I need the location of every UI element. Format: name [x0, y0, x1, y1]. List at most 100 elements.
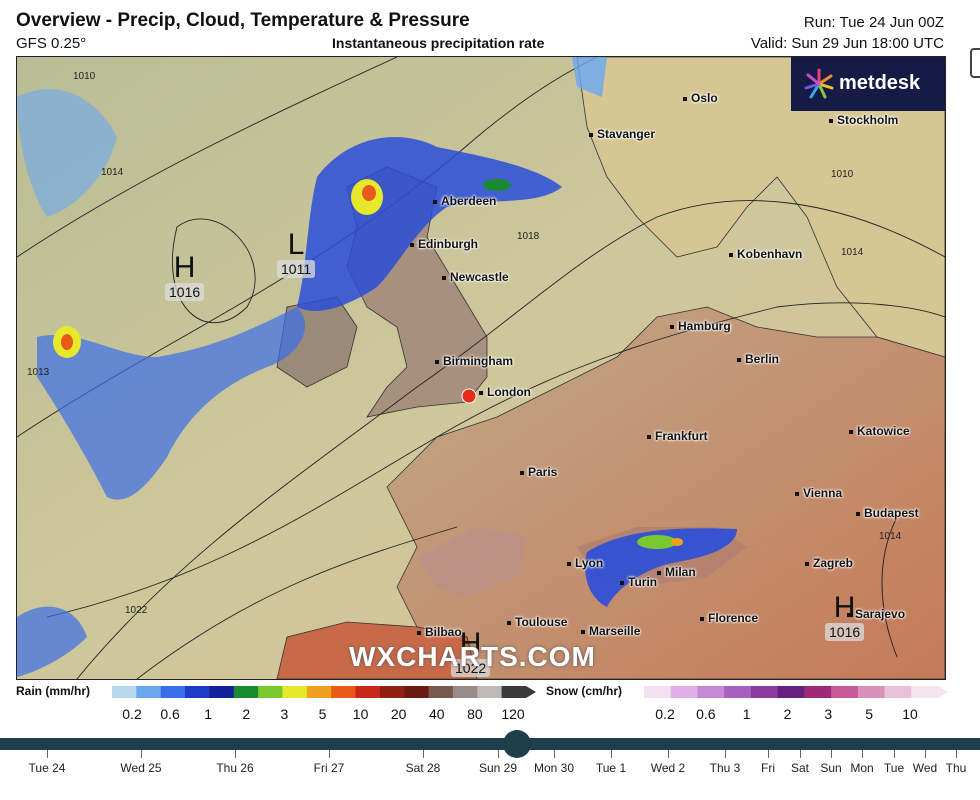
legend-tick-label: 0.2 — [122, 706, 142, 722]
timeline-day-label[interactable]: Fri 27 — [313, 761, 345, 775]
watermark: WXCHARTS.COM — [349, 641, 596, 672]
time-tick — [329, 750, 330, 758]
city-label: Vienna — [795, 486, 842, 500]
timeline-day-label[interactable]: Sun 29 — [478, 761, 518, 775]
timeline-day-label[interactable]: Wed 25 — [120, 761, 162, 775]
heavy-rain-atlantic-core — [61, 334, 73, 350]
isobar-label: 1010 — [73, 71, 96, 82]
isobar — [76, 200, 945, 679]
legend-swatch — [331, 686, 357, 698]
legend-tick-label: 3 — [824, 706, 833, 722]
metdesk-logo-icon — [804, 68, 834, 99]
legend-swatch — [831, 686, 859, 698]
city-label: Bilbao — [417, 625, 462, 639]
legend-swatch — [697, 686, 725, 698]
high-pressure-center: H 1016 — [165, 253, 205, 301]
precipitation-overlay — [17, 57, 737, 677]
snow-legend-title: Snow (cm/hr) — [546, 684, 623, 698]
isobar — [881, 516, 898, 658]
moderate-rain-alps-2 — [671, 538, 683, 546]
isobar-label: 1014 — [101, 167, 124, 178]
heavy-rain-scotland-core — [362, 185, 376, 201]
isobar-label: 1014 — [879, 531, 902, 542]
city-label: Stavanger — [589, 127, 655, 141]
timeline-day-label[interactable]: Thu 26 — [216, 761, 254, 775]
time-slider-track[interactable] — [0, 738, 980, 750]
legend-swatch — [185, 686, 210, 698]
timeline-day-label[interactable]: Sat 28 — [405, 761, 441, 775]
europe-landmass — [386, 306, 945, 679]
time-tick — [800, 750, 801, 758]
timeline-day-label[interactable]: Wed 2 — [650, 761, 686, 775]
timeline-day-label[interactable]: Tue 24 — [28, 761, 66, 775]
isobar-label: 1018 — [517, 231, 540, 242]
metdesk-logo-text: metdesk — [839, 72, 921, 94]
timeline-day-label[interactable]: Wed — [912, 761, 938, 775]
legend-tick-label: 2 — [783, 706, 792, 722]
legend-tick-label: 10 — [902, 706, 918, 722]
timeline-day-label[interactable]: Sun — [820, 761, 842, 775]
rain-colorbar — [112, 686, 536, 698]
rain-norway — [572, 57, 607, 97]
legend-swatch — [112, 686, 137, 698]
isobar-label: 1013 — [27, 367, 50, 378]
timeline-day-label[interactable]: Mon 30 — [533, 761, 575, 775]
time-slider-handle[interactable] — [503, 730, 531, 758]
city-label: Sarajevo — [847, 607, 905, 621]
legend-swatch — [306, 686, 332, 698]
isobar-label: 1022 — [125, 605, 148, 616]
legend-tick-label: 0.6 — [160, 706, 180, 722]
legend-swatch — [501, 686, 527, 698]
legend-tick-label: 20 — [390, 706, 407, 722]
city-label: Hamburg — [670, 319, 731, 333]
legend-swatch — [282, 686, 308, 698]
city-label: Oslo — [683, 91, 718, 105]
city-label: Budapest — [856, 506, 919, 520]
legend-arrow — [938, 686, 948, 698]
rain-north-atlantic — [17, 89, 117, 217]
time-tick — [554, 750, 555, 758]
time-tick — [423, 750, 424, 758]
timeline-day-label[interactable]: Thu — [945, 761, 967, 775]
timeline-day-label[interactable]: Sat — [790, 761, 810, 775]
isobar-label: 1010 — [831, 169, 854, 180]
timeline-day-label[interactable]: Thu 3 — [709, 761, 741, 775]
rain-legend-title: Rain (mm/hr) — [16, 684, 91, 698]
isobar — [46, 302, 945, 618]
city-label: Marseille — [581, 624, 640, 638]
run-time: Run: Tue 24 Jun 00Z — [803, 14, 944, 31]
legend-swatch — [258, 686, 283, 698]
legend-tick-label: 1 — [204, 706, 213, 722]
weather-map[interactable]: metdesk Oslo Stavanger Stockholm Aberdee… — [16, 56, 946, 680]
legend-swatch — [644, 686, 672, 698]
legend-tick-label: 0.2 — [655, 706, 675, 722]
timeline-day-label[interactable]: Tue 1 — [595, 761, 627, 775]
legend-swatch — [477, 686, 503, 698]
rain-southwest — [17, 606, 87, 677]
timeline-day-label[interactable]: Tue — [883, 761, 905, 775]
side-panel-toggle[interactable] — [970, 48, 980, 78]
city-label: Zagreb — [805, 556, 853, 570]
moderate-rain-alps — [637, 535, 677, 549]
high-pressure-center: H 1022 — [451, 629, 491, 677]
legend-swatch — [750, 686, 779, 698]
isobar — [136, 526, 458, 679]
legend-tick-label: 40 — [429, 706, 445, 722]
legend-swatch — [452, 686, 478, 698]
legend-swatch — [857, 686, 886, 698]
time-tick — [894, 750, 895, 758]
city-label: Aberdeen — [433, 194, 496, 208]
city-label: Turin — [620, 575, 657, 589]
city-label: Lyon — [567, 556, 603, 570]
timeline-day-label[interactable]: Fri — [761, 761, 775, 775]
time-tick — [235, 750, 236, 758]
time-tick — [725, 750, 726, 758]
high-pressure-center: H 1016 — [825, 593, 865, 641]
rain-band-atlantic — [37, 307, 306, 500]
london-marker — [461, 388, 477, 404]
city-label: London — [479, 385, 531, 399]
legend-tick-label: 2 — [242, 706, 251, 722]
legend-swatch — [404, 686, 430, 698]
timeline-day-label[interactable]: Mon — [850, 761, 874, 775]
city-label: Birmingham — [435, 354, 513, 368]
